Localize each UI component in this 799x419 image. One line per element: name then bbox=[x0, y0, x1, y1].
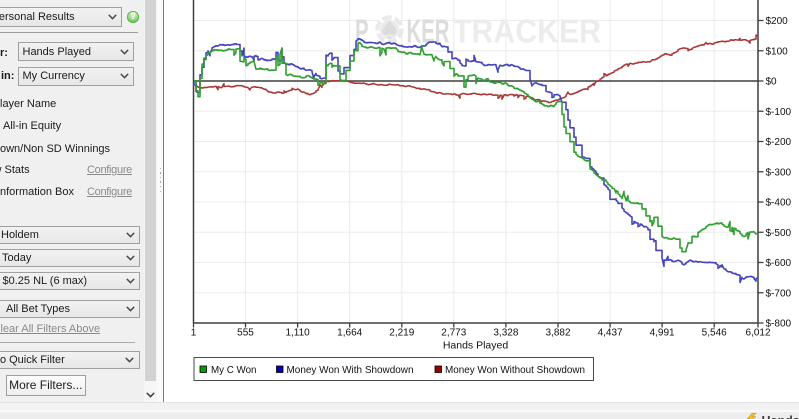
svg-text:$-700: $-700 bbox=[766, 288, 792, 299]
svg-text:6,012: 6,012 bbox=[745, 328, 770, 339]
svg-text:$-200: $-200 bbox=[766, 137, 792, 148]
svg-text:555: 555 bbox=[237, 328, 254, 339]
svg-text:My C Won: My C Won bbox=[211, 365, 257, 376]
svg-text:$-100: $-100 bbox=[766, 107, 792, 118]
svg-text:Hands Played: Hands Played bbox=[443, 340, 509, 352]
svg-text:1,664: 1,664 bbox=[337, 328, 362, 339]
svg-text:$100: $100 bbox=[766, 46, 789, 57]
svg-text:$-800: $-800 bbox=[766, 319, 792, 330]
svg-text:TRACKER: TRACKER bbox=[453, 13, 601, 50]
svg-text:Money Won Without Showdown: Money Won Without Showdown bbox=[445, 365, 585, 376]
svg-text:$-600: $-600 bbox=[766, 258, 792, 269]
svg-text:4,991: 4,991 bbox=[650, 328, 675, 339]
svg-text:1: 1 bbox=[191, 328, 197, 339]
svg-text:1,110: 1,110 bbox=[285, 328, 310, 339]
svg-text:$-500: $-500 bbox=[766, 228, 792, 239]
svg-text:2,219: 2,219 bbox=[389, 328, 414, 339]
svg-text:3,882: 3,882 bbox=[545, 328, 570, 339]
svg-text:P: P bbox=[355, 13, 369, 50]
svg-text:5,546: 5,546 bbox=[702, 328, 727, 339]
svg-text:Money Won With Showdown: Money Won With Showdown bbox=[287, 365, 414, 376]
svg-text:$-300: $-300 bbox=[766, 167, 792, 178]
svg-text:$0: $0 bbox=[766, 77, 778, 88]
svg-text:3,328: 3,328 bbox=[493, 328, 518, 339]
svg-text:$200: $200 bbox=[766, 16, 789, 27]
svg-text:4,437: 4,437 bbox=[598, 328, 623, 339]
svg-text:2,773: 2,773 bbox=[441, 328, 466, 339]
svg-text:$-400: $-400 bbox=[766, 198, 792, 209]
